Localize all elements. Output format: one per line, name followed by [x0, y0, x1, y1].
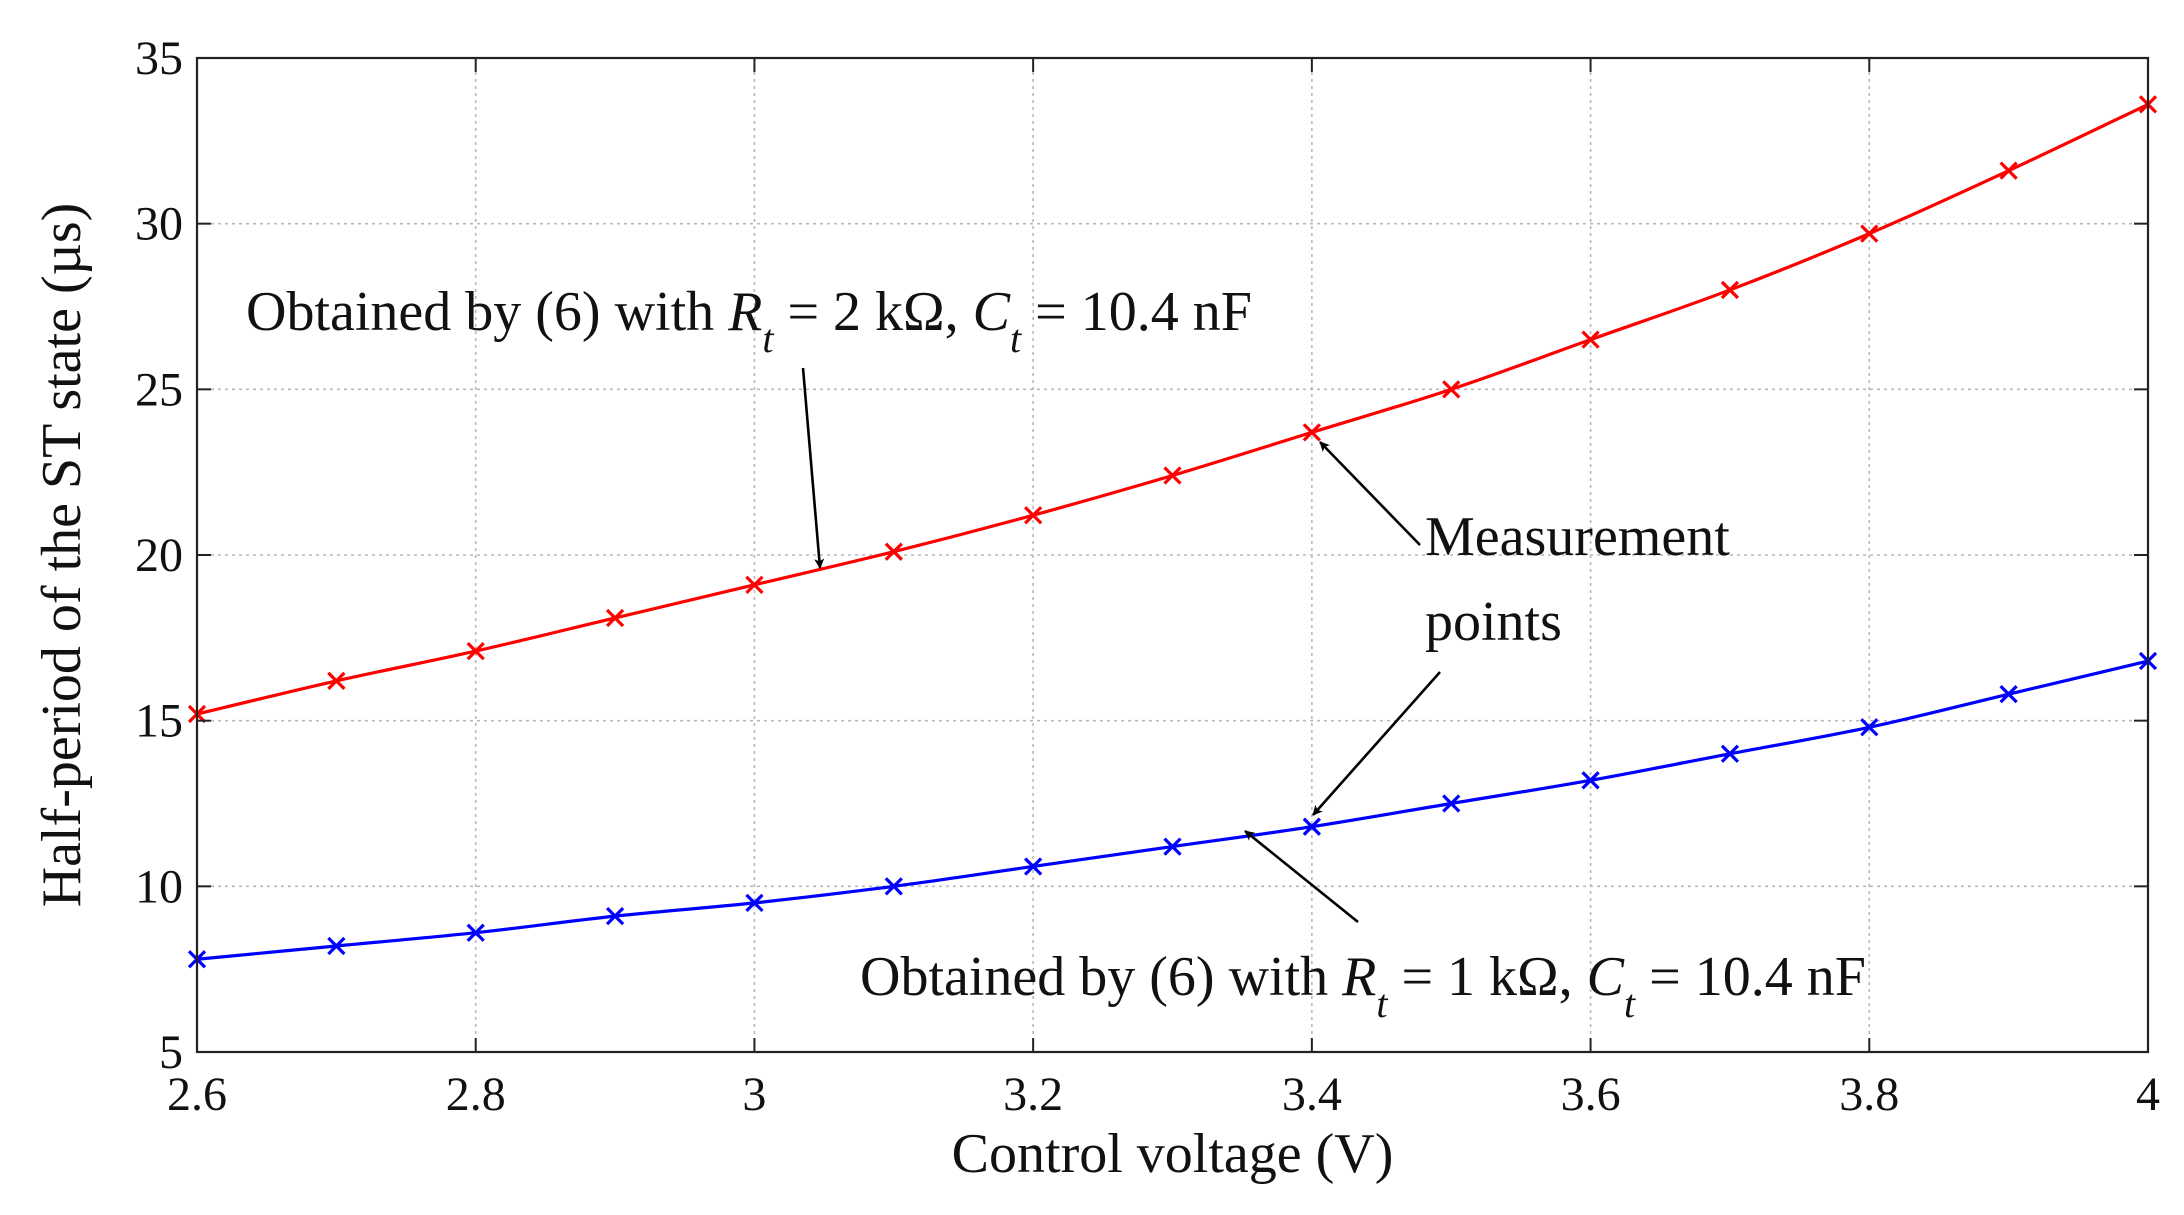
- y-axis-label: Half-period of the ST state (µs): [31, 203, 93, 908]
- annotation-measurement-line1: Measurement: [1425, 506, 1730, 568]
- data-point-2: [884, 877, 903, 896]
- y-tick-label: 5: [159, 1026, 183, 1079]
- annotation-top: Obtained by (6) with Rt = 2 kΩ, Ct = 10.…: [246, 281, 1252, 361]
- data-point-2: [327, 936, 346, 956]
- x-axis-label: Control voltage (V): [952, 1123, 1394, 1185]
- data-point-2: [1860, 718, 1879, 737]
- data-point-2: [1163, 837, 1182, 856]
- data-point-1: [1720, 280, 1740, 300]
- series-layer: [187, 95, 2158, 969]
- arrow-top-curve: [801, 367, 825, 569]
- axis-ticks: 2.6 2.8 3 3.2 3.4 3.6 3.8 4 5 10 15 20 25 30 35: [135, 32, 2160, 1121]
- data-point-1: [1302, 423, 1321, 442]
- series-line-2: [196, 659, 2149, 961]
- x-tick-label: 3.4: [1282, 1068, 1342, 1121]
- data-point-1: [1024, 506, 1043, 525]
- data-point-1: [1581, 330, 1600, 349]
- x-tick-label: 3: [742, 1068, 766, 1121]
- data-point-1: [1999, 161, 2018, 180]
- annotation-measurement-line2: points: [1425, 591, 1562, 653]
- data-point-2: [745, 893, 764, 913]
- series-line-1: [196, 102, 2149, 716]
- x-tick-label: 4: [2136, 1068, 2160, 1121]
- y-tick-label: 30: [135, 198, 183, 251]
- data-point-1: [1860, 224, 1879, 243]
- data-point-2: [1999, 685, 2018, 704]
- data-point-1: [605, 608, 625, 628]
- data-point-1: [1163, 466, 1182, 485]
- y-tick-label: 25: [135, 363, 183, 416]
- annotation-bottom: Obtained by (6) with Rt = 1 kΩ, Ct = 10.…: [860, 946, 1866, 1026]
- data-point-1: [327, 671, 346, 691]
- data-point-1: [745, 575, 764, 594]
- y-tick-label: 20: [135, 529, 183, 582]
- data-point-2: [466, 923, 485, 942]
- data-point-1: [466, 641, 485, 661]
- arrow-bottom-curve: [1244, 829, 1359, 924]
- grid: [196, 57, 2149, 1053]
- data-point-2: [1720, 744, 1740, 763]
- data-point-2: [1581, 771, 1600, 790]
- x-tick-label: 3.2: [1003, 1068, 1063, 1121]
- x-tick-label: 2.6: [167, 1068, 227, 1121]
- x-tick-label: 2.8: [446, 1068, 506, 1121]
- y-tick-label: 35: [135, 32, 183, 85]
- arrow-measurement-red: [1319, 441, 1421, 546]
- arrow-measurement-blue: [1312, 671, 1441, 816]
- data-point-1: [1442, 380, 1461, 399]
- x-tick-label: 3.8: [1839, 1068, 1899, 1121]
- data-point-2: [1024, 857, 1043, 876]
- data-point-2: [605, 907, 625, 926]
- data-point-2: [1302, 817, 1321, 836]
- y-tick-label: 10: [135, 860, 183, 913]
- x-tick-label: 3.6: [1561, 1068, 1621, 1121]
- data-point-2: [1442, 794, 1461, 813]
- data-point-1: [884, 542, 903, 561]
- y-tick-label: 15: [135, 695, 183, 748]
